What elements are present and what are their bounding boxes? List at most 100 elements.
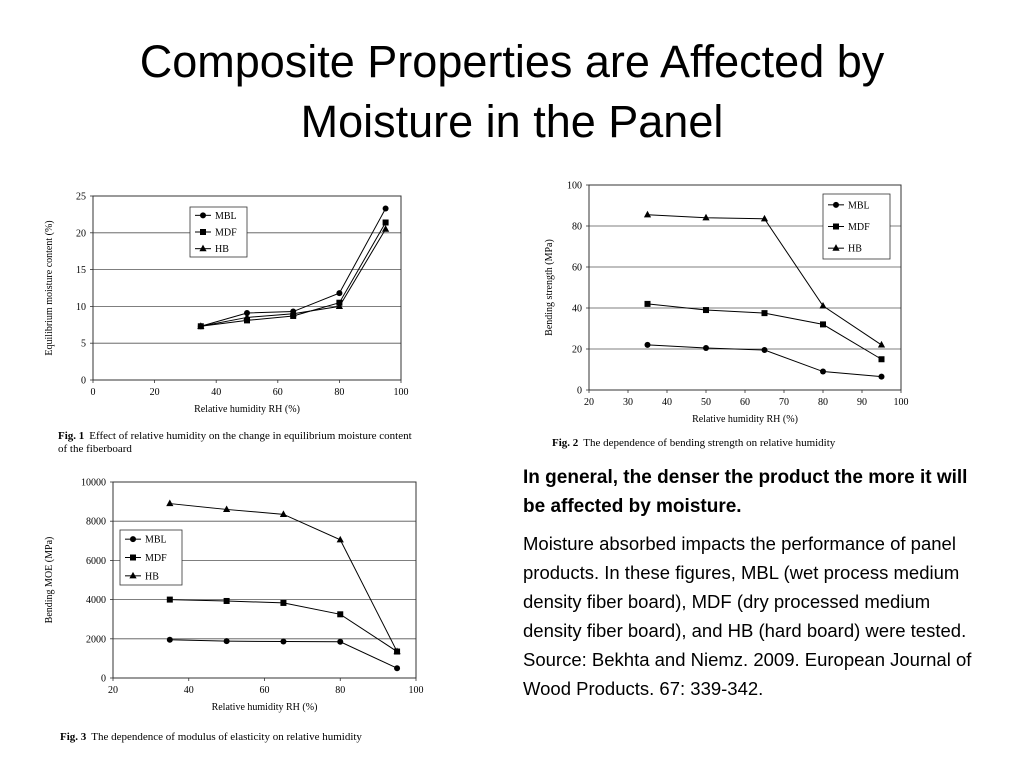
fig1-x-tick-label-0: 0 [91,387,96,398]
fig3-y-axis-label: Bending MOE (MPa) [44,537,55,624]
fig3-x-tick-label-2: 60 [260,685,270,696]
fig2-hb-point-0 [643,210,652,218]
fig1-legend-mbl-label: MBL [215,211,237,222]
fig2-mbl-point-3 [820,368,826,375]
fig3-x-tick-label-3: 80 [335,685,345,696]
fig2-caption: Fig. 2 The dependence of bending strength… [552,437,932,450]
fig1-caption-text: Effect of relative humidity on the chang… [58,430,412,455]
fig3-x-tick-label-0: 20 [108,685,118,696]
fig3-mdf-point-3 [337,611,344,618]
fig3-legend-hb-label: HB [145,571,159,582]
fig3-mbl-point-0 [166,636,173,643]
fig3-mbl-point-3 [337,638,344,645]
fig1-hb-point-2 [289,309,297,317]
fig2-legend-mbl-marker [833,201,839,208]
fig2-mbl-point-1 [703,344,709,351]
fig3-caption-text: The dependence of modulus of elasticity … [91,731,362,743]
fig2-mdf-point-2 [761,310,768,317]
fig1-x-tick-label-4: 80 [334,387,344,398]
fig2-x-tick-label-1: 30 [623,397,633,408]
fig3-legend-mdf-marker [130,554,136,561]
fig3-y-tick-label-1: 2000 [86,634,106,645]
fig2-mbl-point-0 [644,341,651,348]
fig1-y-tick-label-5: 25 [76,192,86,203]
fig3-y-tick-label-4: 8000 [86,517,106,528]
summary-emphasis: In general, the denser the product the m… [523,467,968,517]
fig3-y-tick-label-2: 4000 [86,595,106,606]
fig1-mdf-point-1 [244,317,250,324]
fig1-moisture-chart: 0 5 10 15 20 25 0 20 40 60 80 100 Relative humidity … [44,192,409,416]
fig1-x-tick-label-3: 60 [273,387,283,398]
fig1-hb-point-4 [382,225,390,232]
fig2-x-tick-label-7: 90 [857,397,867,408]
fig1-x-tick-label-1: 20 [150,387,160,398]
fig2-mdf-point-1 [703,307,709,314]
fig1-legend-hb-marker [199,244,207,252]
fig2-legend-mdf-label: MDF [848,222,870,233]
fig2-mbl-point-4 [878,373,885,380]
fig1-hb-point-0 [197,322,205,329]
fig2-x-tick-label-0: 20 [584,397,594,408]
fig2-x-tick-label-5: 70 [779,397,789,408]
slide-title-line-2: Moisture in the Panel [300,96,724,147]
fig1-mbl-point-4 [382,205,389,212]
fig2-x-axis-label: Relative humidity RH (%) [692,414,798,425]
fig3-x-tick-label-1: 40 [184,685,194,696]
fig3-legend-mbl-label: MBL [145,535,167,546]
fig1-legend-mdf-marker [200,229,206,235]
fig1-plot-frame [92,195,402,381]
fig2-hb-point-1 [702,213,710,221]
fig2-y-tick-label-0: 0 [577,386,582,397]
fig1-legend-hb-label: HB [215,244,229,255]
fig1-y-axis-label: Equilibrium moisture content (%) [44,220,55,355]
body-paragraph: Moisture absorbed impacts the performanc… [523,533,967,641]
fig2-hb-point-3 [819,301,827,309]
slide-title: Composite Properties are Affected by Moi… [40,32,984,152]
fig1-y-tick-label-1: 5 [81,339,86,350]
fig2-legend-hb-marker [832,244,840,251]
fig2-x-tick-label-4: 60 [740,397,750,408]
fig3-legend-hb-marker [129,571,137,579]
fig3-y-tick-label-0: 0 [101,674,106,685]
fig2-y-tick-label-2: 40 [572,304,582,315]
fig3-y-tick-label-5: 10000 [81,478,106,489]
fig2-y-tick-label-5: 100 [567,181,582,192]
fig1-mdf-point-4 [382,219,389,226]
fig2-mbl-point-2 [761,347,768,354]
fig1-mbl-point-1 [244,310,250,317]
fig2-x-tick-label-6: 80 [818,397,828,408]
fig3-hb-point-1 [223,505,231,513]
fig3-x-tick-label-4: 100 [409,685,424,696]
fig3-hb-point-4 [393,647,401,655]
fig2-x-tick-label-8: 100 [894,397,909,408]
slide-title-line-1: Composite Properties are Affected by [139,36,885,87]
fig3-hb-point-0 [166,499,174,507]
fig3-caption: Fig. 3 The dependence of modulus of elast… [60,731,430,744]
fig3-legend-mbl-marker [130,536,136,543]
body-text: Moisture absorbed impacts the performanc… [523,529,993,703]
fig1-x-tick-label-5: 100 [394,387,409,398]
fig3-hb-point-2 [279,510,288,517]
fig2-caption-label: Fig. 2 [552,437,579,449]
fig1-y-tick-label-2: 10 [76,302,86,313]
fig1-mbl-point-3 [336,290,343,297]
fig2-y-tick-label-3: 60 [572,263,582,274]
fig3-mdf-point-2 [280,599,287,606]
fig1-x-tick-label-2: 40 [211,387,221,398]
fig2-mdf-point-4 [878,356,885,363]
fig1-caption-label: Fig. 1 [58,430,85,442]
source-citation: Source: Bekhta and Niemz. 2009. European… [523,649,972,699]
fig3-mbl-point-4 [394,665,401,672]
fig2-hb-point-4 [877,340,886,348]
fig3-mbl-point-1 [223,638,230,645]
fig2-legend-mbl-label: MBL [848,200,870,211]
fig1-y-tick-label-3: 15 [76,265,86,276]
fig1-hb-point-3 [335,302,343,309]
fig3-legend-mdf-label: MDF [145,553,167,564]
fig3-mbl-point-2 [280,638,287,645]
fig2-y-tick-label-1: 20 [572,345,582,356]
fig1-y-tick-label-0: 0 [81,376,86,387]
fig1-y-tick-label-4: 20 [76,228,86,239]
fig1-caption: Fig. 1 Effect of relative humidity on the… [58,430,418,456]
